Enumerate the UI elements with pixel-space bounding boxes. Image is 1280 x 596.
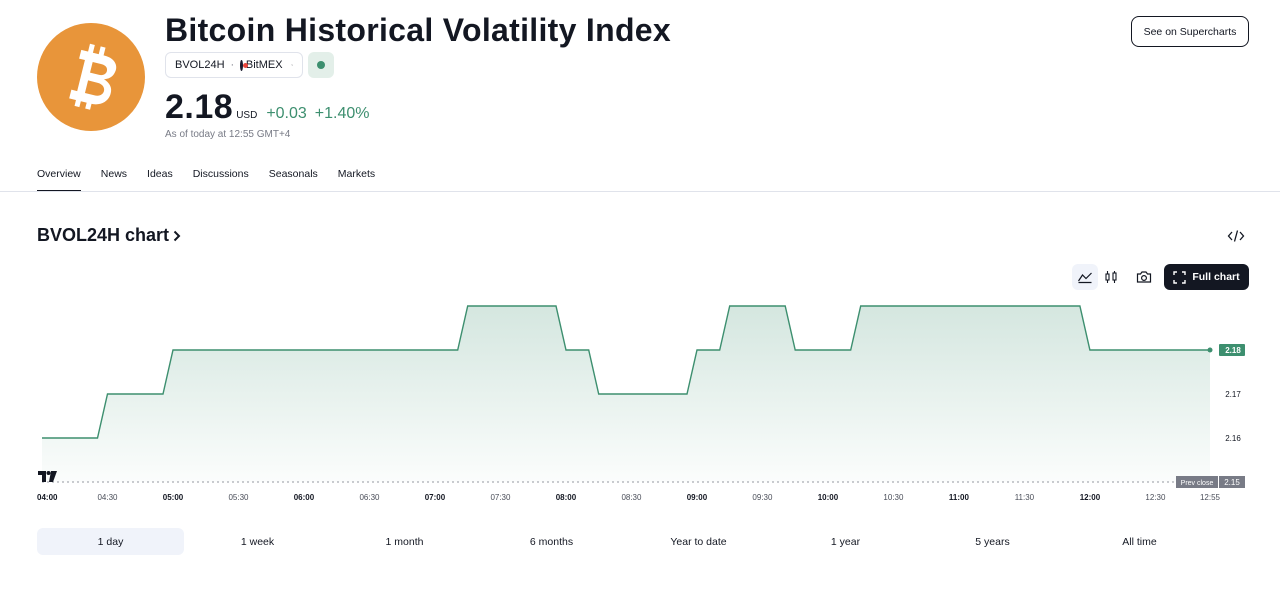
x-tick-label: 09:30: [752, 493, 773, 502]
bitmex-icon: [240, 59, 248, 71]
market-status-indicator[interactable]: [308, 52, 334, 78]
prev-close-value-badge: [1219, 476, 1245, 488]
code-embed-icon[interactable]: [1227, 228, 1245, 244]
price-change-abs: +0.03: [266, 105, 307, 122]
price-chart[interactable]: 2.16 2.17 2.18 Prev close 2.15 04:00 04:30 05:0…: [0, 296, 1280, 516]
tab-discussions[interactable]: Discussions: [192, 168, 249, 180]
tab-seasonals[interactable]: Seasonals: [268, 168, 318, 180]
tab-divider: [0, 191, 1280, 192]
chevron-right-icon: [173, 230, 181, 241]
bitcoin-icon: [69, 43, 117, 110]
snapshot-button[interactable]: [1131, 264, 1157, 290]
range-6-months[interactable]: 6 months: [529, 535, 574, 548]
separator-dot: ·: [230, 59, 235, 71]
current-price: 2.18: [165, 88, 234, 126]
x-tick-label: 10:30: [883, 493, 904, 502]
x-tick-label: 05:00: [163, 493, 184, 502]
chart-section-title[interactable]: BVOL24H chart: [37, 225, 182, 246]
x-tick-label: 06:30: [359, 493, 380, 502]
camera-icon: [1136, 271, 1152, 283]
x-tick-label: 07:00: [425, 493, 446, 502]
y-tick-label: 2.16: [1225, 434, 1241, 443]
x-tick-label: 08:30: [621, 493, 642, 502]
symbol-selector[interactable]: BVOL24H · BitMEX: [165, 52, 303, 78]
range-all-time[interactable]: All time: [1122, 535, 1157, 548]
range-1-week[interactable]: 1 week: [240, 535, 275, 548]
tab-overview[interactable]: Overview: [37, 168, 81, 192]
prev-close-value: 2.15: [1224, 478, 1240, 487]
area-style-button[interactable]: [1072, 264, 1098, 290]
x-tick-label: 04:00: [37, 493, 58, 502]
x-tick-label: 10:00: [818, 493, 839, 502]
range-1-day[interactable]: 1 day: [37, 528, 184, 555]
range-5-years[interactable]: 5 years: [975, 535, 1010, 548]
full-chart-button[interactable]: Full chart: [1164, 264, 1249, 290]
range-selector: 1 day 1 week 1 month 6 months Year to da…: [37, 528, 1213, 555]
chart-style-toggle: [1072, 264, 1124, 290]
status-dot-icon: [317, 61, 325, 69]
x-tick-label: 08:00: [556, 493, 577, 502]
range-1-month[interactable]: 1 month: [385, 535, 424, 548]
x-tick-label: 11:30: [1015, 493, 1035, 502]
tradingview-logo-icon: [38, 471, 57, 482]
x-tick-label: 12:00: [1080, 493, 1101, 502]
range-year-to-date[interactable]: Year to date: [670, 535, 727, 548]
page-title: Bitcoin Historical Volatility Index: [165, 12, 671, 48]
prev-close-badge: [1176, 476, 1218, 488]
y-tick-label: 2.17: [1225, 390, 1241, 399]
chart-title-label: BVOL24H chart: [37, 225, 170, 245]
x-tick-label: 09:00: [687, 493, 708, 502]
x-tick-label: 11:00: [949, 493, 970, 502]
prev-close-label: Prev close: [1181, 480, 1214, 487]
last-value-label: 2.18: [1225, 346, 1241, 355]
last-value-badge: [1219, 344, 1245, 356]
candles-style-button[interactable]: [1098, 264, 1124, 290]
bitcoin-logo: [37, 23, 145, 131]
area-chart-icon: [1078, 272, 1092, 284]
x-tick-label: 12:30: [1145, 493, 1166, 502]
chevron-down-icon: [290, 64, 293, 66]
tab-markets[interactable]: Markets: [337, 168, 376, 180]
candles-icon: [1105, 271, 1117, 283]
x-tick-label: 05:30: [228, 493, 249, 502]
full-chart-label: Full chart: [1192, 271, 1240, 283]
price-row: 2.18 USD +0.03 +1.40%: [165, 88, 378, 127]
x-tick-label: 12:55: [1200, 493, 1221, 502]
fullscreen-icon: [1173, 270, 1187, 284]
x-tick-label: 06:00: [294, 493, 315, 502]
price-currency: USD: [236, 110, 258, 121]
range-1-year[interactable]: 1 year: [830, 535, 861, 548]
symbol-label: BVOL24H: [175, 59, 225, 71]
exchange-label: BitMEX: [245, 59, 283, 71]
see-on-supercharts-button[interactable]: See on Supercharts: [1131, 16, 1249, 47]
x-tick-label: 07:30: [490, 493, 511, 502]
last-point: [1207, 347, 1213, 353]
price-change-pct: +1.40%: [314, 105, 370, 122]
x-tick-label: 04:30: [97, 493, 118, 502]
tab-bar: Overview News Ideas Discussions Seasonal…: [37, 168, 395, 192]
tab-news[interactable]: News: [100, 168, 128, 180]
price-timestamp: As of today at 12:55 GMT+4: [165, 129, 291, 140]
series-line: [42, 305, 1210, 439]
tab-ideas[interactable]: Ideas: [147, 168, 173, 180]
